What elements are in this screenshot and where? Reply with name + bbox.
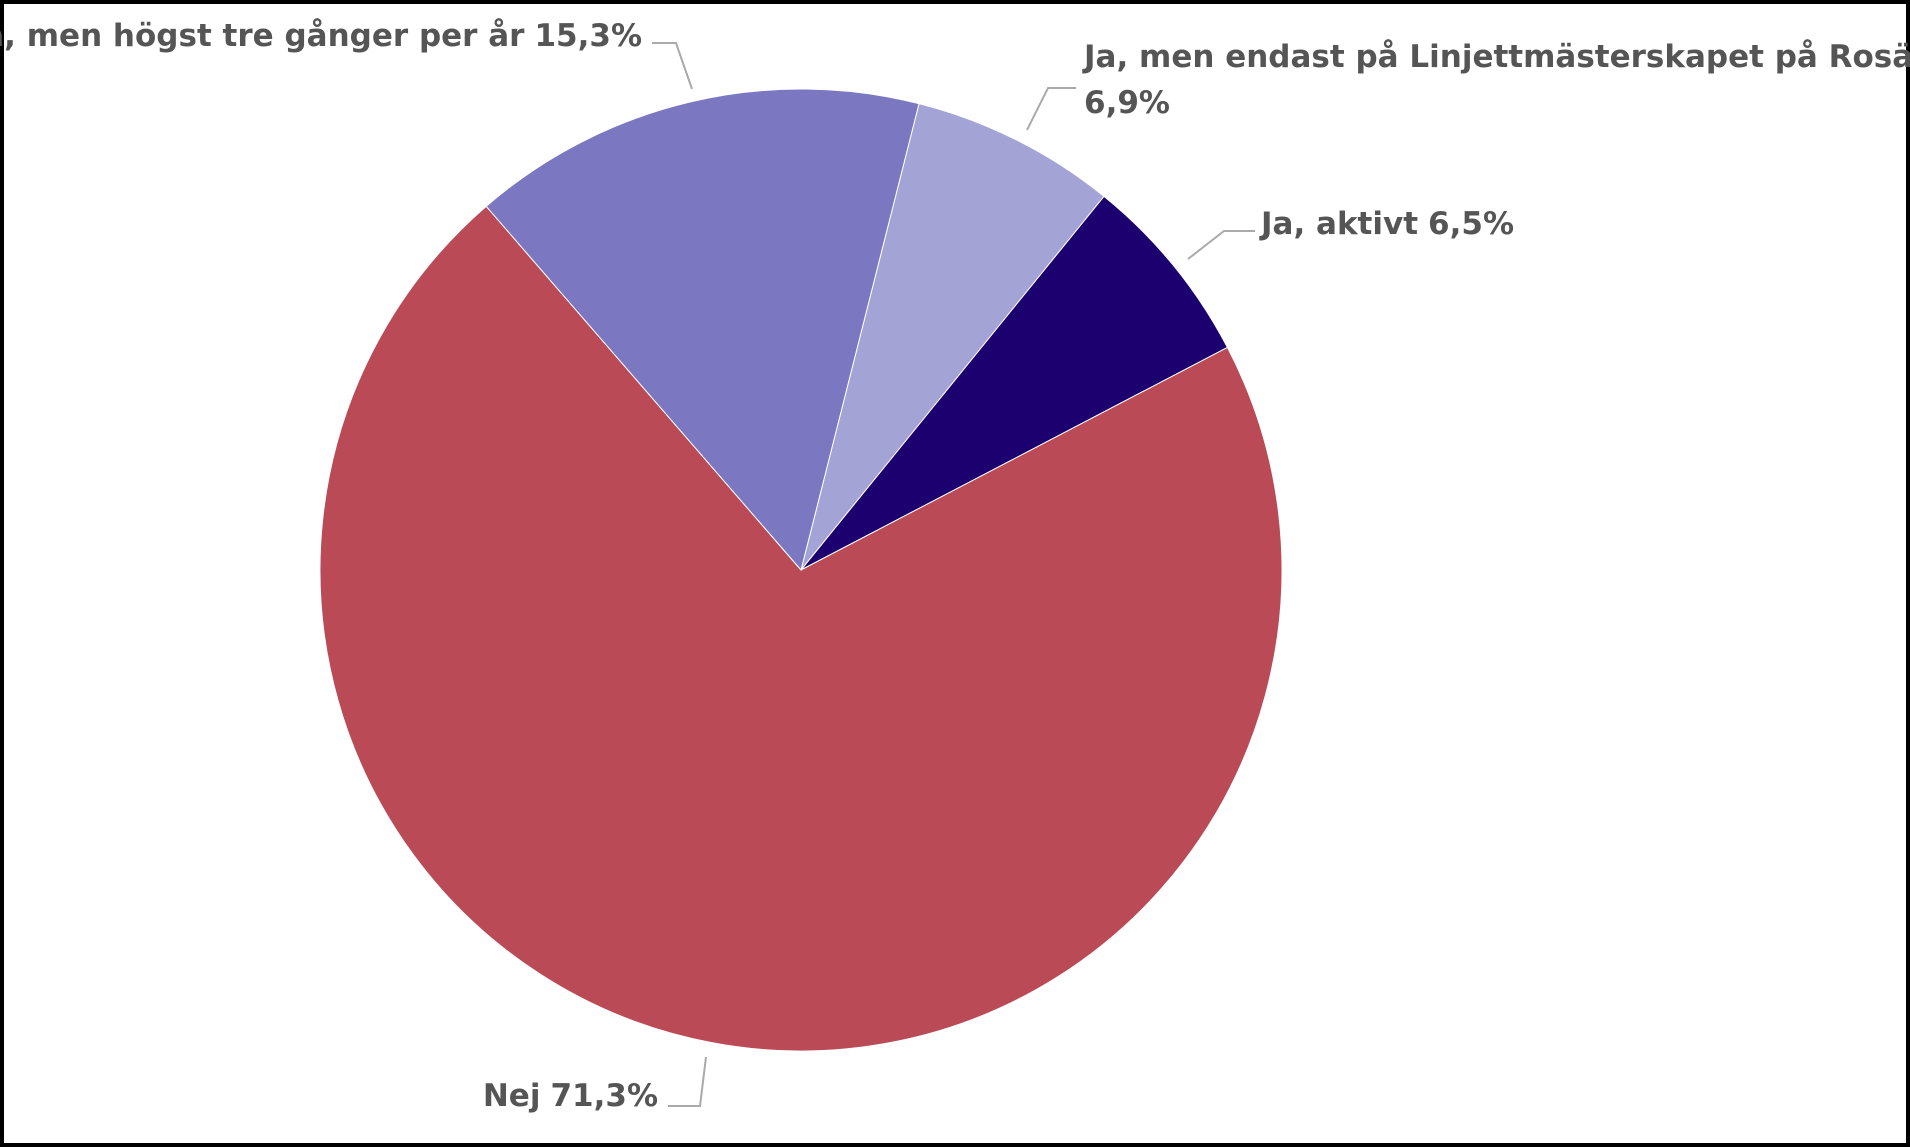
data-label: Ja, aktivt 6,5% <box>1259 206 1514 242</box>
leader-line <box>652 42 693 90</box>
labels: Ja, men endast på Linjettmästerskapet på… <box>0 18 1910 1114</box>
leader-line <box>1026 87 1076 131</box>
value-label: 6,9% <box>1084 85 1170 121</box>
value-label: 71,3% <box>550 1078 658 1114</box>
pie-slice <box>800 195 1229 571</box>
pie-slice <box>485 88 920 572</box>
category-label: Ja, aktivt <box>1259 206 1418 242</box>
category-label: Ja, men endast på Linjettmästerskapet på… <box>1082 39 1910 75</box>
pie-slice <box>800 103 1105 571</box>
value-label: 6,5% <box>1428 206 1514 242</box>
pie-slice <box>319 205 1283 1052</box>
pie <box>319 88 1283 1052</box>
data-label: Nej 71,3% <box>483 1078 658 1114</box>
category-label: Ja, men högst tre gånger per år <box>0 18 525 54</box>
value-label: 15,3% <box>534 18 642 54</box>
data-label: Ja, men högst tre gånger per år 15,3% <box>0 18 642 54</box>
leader-line <box>1187 230 1255 260</box>
leader-line <box>668 1056 707 1107</box>
category-label: Nej <box>483 1078 541 1114</box>
data-label: Ja, men endast på Linjettmästerskapet på… <box>1082 39 1910 121</box>
